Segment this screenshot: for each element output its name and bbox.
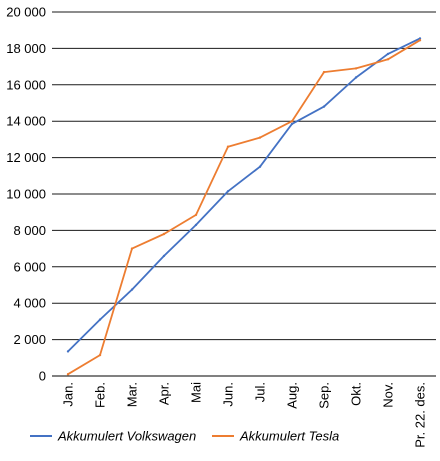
legend: Akkumulert Volkswagen Akkumulert Tesla [30,429,339,444]
y-tick-label: 16 000 [6,77,46,92]
data-point [194,213,198,217]
x-tick-label: Feb. [93,382,108,408]
data-point [354,76,358,79]
x-axis-tick-labels: Jan. Feb. Mar. Apr. Mai Jun. Jul. Aug. Sep. Okt. N… [61,382,428,448]
data-point [226,190,230,193]
data-point [130,247,134,250]
y-tick-label: 4 000 [13,296,46,311]
x-tick-label: Mar. [125,382,140,407]
y-tick-label: 18 000 [6,41,46,56]
data-point [386,58,390,61]
data-point [194,223,198,227]
data-point [258,165,262,168]
x-tick-label: Jan. [61,382,76,407]
y-tick-label: 20 000 [6,5,46,20]
y-tick-label: 0 [39,369,46,384]
data-point [66,373,70,376]
data-point [322,105,326,108]
data-point [418,39,422,42]
x-tick-label: Jun. [221,382,236,407]
data-point [162,232,166,236]
data-point [226,145,230,148]
y-tick-label: 2 000 [13,332,46,347]
x-tick-label: Mai [189,382,204,403]
data-point [290,122,294,126]
x-tick-label: Nov. [381,382,396,408]
data-point [386,52,390,56]
data-point [130,288,134,291]
x-tick-label: Okt. [349,382,364,406]
data-point [258,136,262,139]
x-tick-label: Jul. [253,382,268,402]
legend-label: Akkumulert Tesla [239,429,339,444]
y-tick-label: 12 000 [6,150,46,165]
series-line-tesla [67,39,421,375]
y-tick-label: 10 000 [6,187,46,202]
y-tick-label: 8 000 [13,223,46,238]
data-point [290,120,294,123]
data-point [322,70,326,74]
x-tick-label: Sep. [317,382,332,409]
legend-item-tesla: Akkumulert Tesla [212,429,339,444]
series-lines [66,37,422,376]
legend-label: Akkumulert Volkswagen [57,429,196,444]
data-point [354,67,358,70]
series-line-volkswagen [67,37,421,353]
y-axis-tick-labels: 0 2 000 4 000 6 000 8 000 10 000 12 000 14 000 1… [6,5,46,384]
data-point [66,350,70,353]
x-tick-label: Apr. [157,382,172,405]
data-point [418,37,422,40]
x-tick-label: Aug. [285,382,300,409]
data-point [162,254,166,258]
y-tick-label: 6 000 [13,259,46,274]
x-tick-label: Pr. 22. des. [413,382,428,448]
data-point [98,353,102,357]
legend-item-volkswagen: Akkumulert Volkswagen [30,429,196,444]
data-point [98,318,102,321]
y-tick-label: 14 000 [6,114,46,129]
